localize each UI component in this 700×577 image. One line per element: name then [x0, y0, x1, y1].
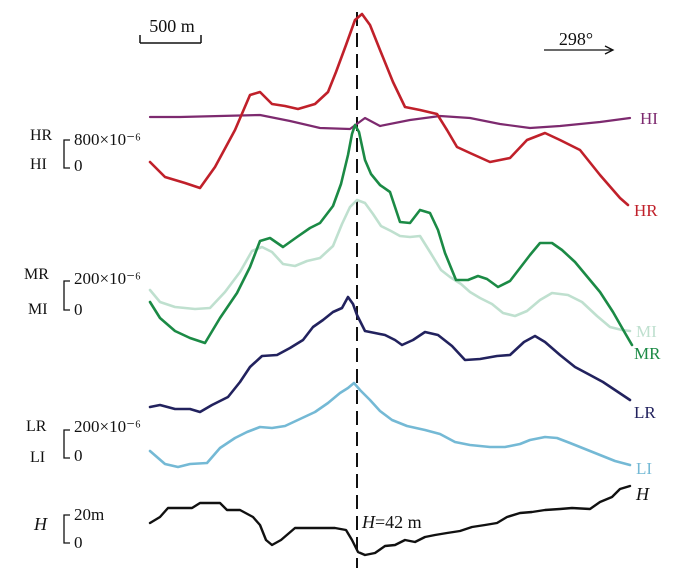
direction-indicator: 298° [544, 29, 615, 55]
series-label-h: H [635, 484, 650, 504]
scale-lower-label-li: LI [30, 449, 45, 466]
scale-lower-label-lr: LR [26, 418, 47, 435]
series-label-li: LI [636, 459, 652, 478]
series-line-mr [148, 123, 634, 347]
series-label-lr: LR [634, 403, 656, 422]
scale-height: H 20m 0 [33, 505, 104, 552]
series-group [148, 12, 634, 557]
scale-upper-label-hr: HR [30, 127, 53, 144]
series-label-hi: HI [640, 109, 658, 128]
scale-middle-min: 0 [74, 300, 83, 319]
scale-height-min: 0 [74, 533, 83, 552]
center-annotation-symbol: H [361, 512, 376, 532]
scale-middle-label-mi: MI [28, 301, 48, 318]
scale-middle-bracket [63, 280, 70, 311]
scale-middle: MR MI 200×10⁻⁶ 0 [24, 266, 141, 319]
scale-upper-label-hi: HI [30, 156, 47, 173]
scale-height-bracket [63, 514, 70, 544]
scale-middle-max: 200×10⁻⁶ [74, 269, 141, 288]
series-line-hr [148, 12, 630, 207]
scale-upper-bracket [63, 139, 70, 169]
scale-upper-max: 800×10⁻⁶ [74, 130, 141, 149]
series-line-lr [148, 295, 632, 414]
scale-upper-min: 0 [74, 156, 83, 175]
scale-upper: HR HI 800×10⁻⁶ 0 [30, 127, 141, 175]
scale-lower-max: 200×10⁻⁶ [74, 417, 141, 436]
series-label-mi: MI [636, 322, 657, 341]
series-line-hi [148, 113, 632, 131]
scale-height-label-h: H [33, 514, 48, 534]
series-label-hr: HR [634, 201, 658, 220]
center-annotation-value: =42 m [375, 512, 422, 532]
direction-label: 298° [559, 29, 593, 49]
scale-height-max: 20m [74, 505, 104, 524]
scale-lower: LR LI 200×10⁻⁶ 0 [26, 417, 141, 466]
scale-bar-label: 500 m [149, 16, 195, 36]
direction-arrow-head-icon [604, 45, 615, 55]
center-annotation: H=42 m [361, 512, 422, 532]
scale-lower-min: 0 [74, 446, 83, 465]
series-line-h [148, 484, 632, 557]
series-label-mr: MR [634, 344, 661, 363]
scale-middle-label-mr: MR [24, 266, 49, 283]
scale-lower-bracket [63, 429, 70, 459]
scale-bar: 500 m [139, 16, 202, 44]
series-line-mi [148, 198, 632, 333]
series-line-li [148, 381, 632, 469]
